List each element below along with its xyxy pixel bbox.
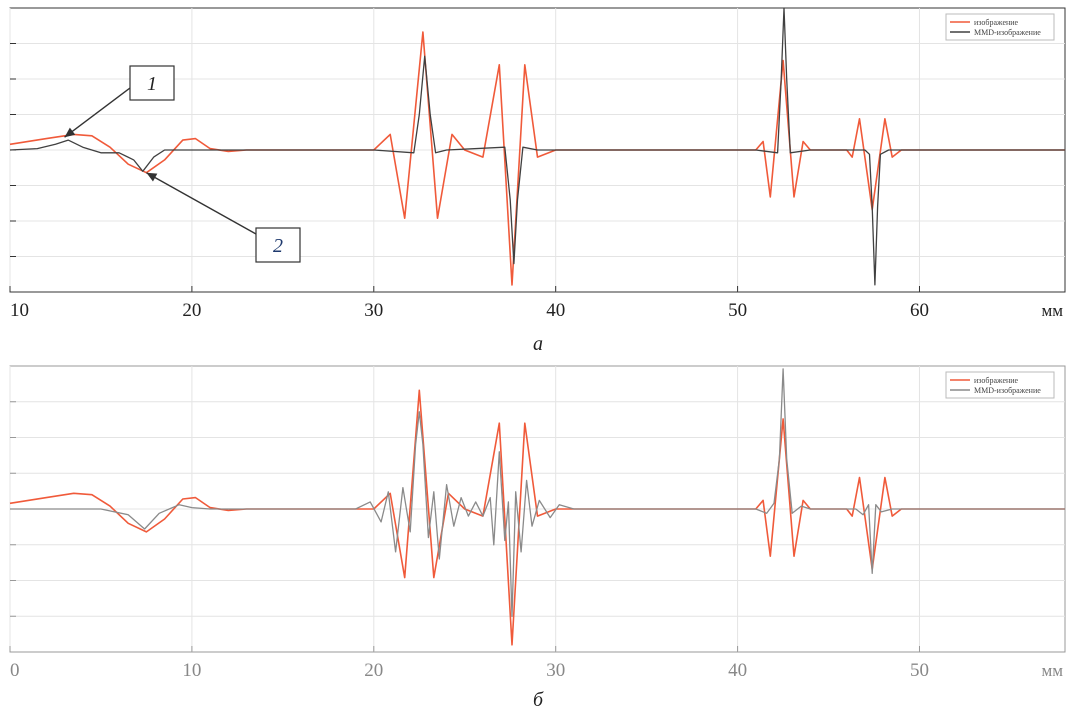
panel-a: 10 20 30 40 50 60 мм изображениеMMD-изображение… <box>9 7 1066 355</box>
annotation-arrow <box>146 172 257 235</box>
x-unit-label: мм <box>1041 661 1063 680</box>
x-tick-label: 30 <box>364 300 383 321</box>
x-tick-label: 20 <box>364 660 383 681</box>
x-tick-label: 40 <box>546 300 565 321</box>
x-tick-label: 20 <box>182 300 201 321</box>
x-tick-label: 50 <box>728 300 747 321</box>
arrow-head-icon <box>146 172 158 182</box>
x-tick-label: 40 <box>728 660 747 681</box>
panel-caption: а <box>533 333 543 355</box>
series-line-mmd <box>10 368 1065 617</box>
x-tick-label: 60 <box>910 300 929 321</box>
x-tick-label: 10 <box>182 660 201 681</box>
x-tick-label: 10 <box>10 300 29 321</box>
legend-label: MMD-изображение <box>974 386 1041 395</box>
arrow-head-icon <box>64 127 76 138</box>
x-tick-label: 50 <box>910 660 929 681</box>
legend-label: MMD-изображение <box>974 28 1041 37</box>
x-unit-label: мм <box>1041 301 1063 320</box>
panel-caption: б <box>533 689 544 711</box>
legend-label: изображение <box>974 376 1019 385</box>
series-line-mmd <box>9 7 1065 286</box>
x-tick-label: 0 <box>10 660 20 681</box>
annotation-label: 2 <box>273 235 283 257</box>
legend-box <box>945 371 1055 399</box>
annotation-box <box>129 65 175 101</box>
legend-label: изображение <box>974 18 1019 27</box>
annotation-box <box>255 227 301 263</box>
legend-box <box>945 13 1055 41</box>
series-line-image <box>9 31 1065 286</box>
annotation-label: 1 <box>147 73 157 95</box>
x-tick-label: 30 <box>546 660 565 681</box>
annotation-arrow <box>64 87 131 138</box>
